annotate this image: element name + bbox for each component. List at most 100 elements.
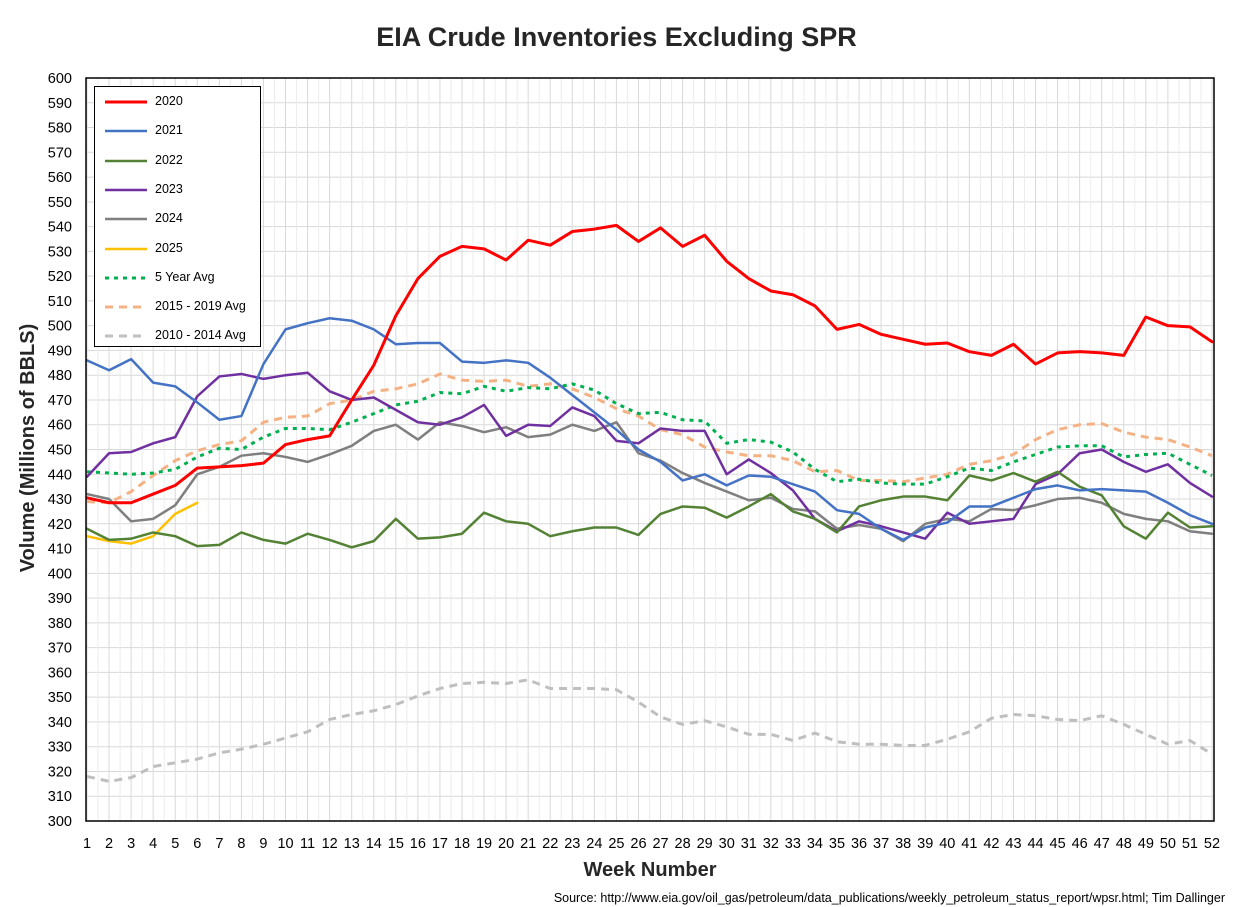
y-tick-label: 530 bbox=[48, 244, 72, 260]
y-tick-label: 450 bbox=[48, 443, 72, 459]
x-tick-label: 52 bbox=[1204, 836, 1220, 852]
y-tick-label: 420 bbox=[48, 517, 72, 533]
legend-swatch bbox=[105, 305, 147, 309]
y-tick-label: 320 bbox=[48, 764, 72, 780]
legend-label: 2021 bbox=[155, 123, 183, 138]
plot-border bbox=[85, 77, 1215, 822]
x-tick-label: 30 bbox=[719, 836, 735, 852]
x-tick-label: 6 bbox=[193, 836, 201, 852]
x-tick-label: 27 bbox=[652, 836, 668, 852]
x-tick-label: 33 bbox=[785, 836, 801, 852]
x-tick-label: 23 bbox=[564, 836, 580, 852]
legend: 2020 2021 2022 2023 2024 2025 5 Year Avg 2015 -… bbox=[94, 86, 261, 347]
x-tick-label: 8 bbox=[237, 836, 245, 852]
legend-item: 5 Year Avg bbox=[95, 268, 260, 288]
legend-item: 2024 bbox=[95, 209, 260, 229]
x-tick-label: 25 bbox=[608, 836, 624, 852]
x-tick-label: 2 bbox=[105, 836, 113, 852]
x-axis-label: Week Number bbox=[583, 859, 717, 881]
y-tick-label: 470 bbox=[48, 393, 72, 409]
legend-swatch bbox=[105, 334, 147, 338]
y-tick-label: 510 bbox=[48, 294, 72, 310]
y-tick-label: 500 bbox=[48, 319, 72, 335]
y-tick-label: 460 bbox=[48, 418, 72, 434]
x-tick-label: 51 bbox=[1182, 836, 1198, 852]
y-tick-label: 410 bbox=[48, 542, 72, 558]
legend-swatch bbox=[105, 100, 147, 104]
series-line-2021 bbox=[85, 316, 1214, 542]
legend-swatch bbox=[105, 276, 147, 280]
x-tick-label: 1 bbox=[83, 836, 91, 852]
x-tick-label: 20 bbox=[498, 836, 514, 852]
y-tick-label: 380 bbox=[48, 616, 72, 632]
legend-swatch bbox=[105, 130, 147, 133]
legend-label: 2015 - 2019 Avg bbox=[155, 299, 246, 314]
x-tick-label: 50 bbox=[1160, 836, 1176, 852]
y-tick-label: 440 bbox=[48, 467, 72, 483]
legend-item: 2023 bbox=[95, 180, 260, 200]
y-tick-label: 370 bbox=[48, 641, 72, 657]
y-tick-label: 360 bbox=[48, 665, 72, 681]
x-tick-label: 35 bbox=[829, 836, 845, 852]
legend-item: 2025 bbox=[95, 239, 260, 259]
x-tick-label: 11 bbox=[300, 836, 315, 852]
y-tick-label: 600 bbox=[48, 71, 72, 87]
x-tick-label: 29 bbox=[697, 836, 713, 852]
series-lines bbox=[85, 223, 1214, 783]
series-line-2015---2019-avg bbox=[86, 372, 1213, 505]
y-tick-label: 490 bbox=[48, 343, 72, 359]
x-tick-label: 28 bbox=[675, 836, 691, 852]
legend-swatch bbox=[105, 159, 147, 162]
x-tick-label: 13 bbox=[344, 836, 360, 852]
y-tick-label: 540 bbox=[48, 220, 72, 236]
legend-item: 2010 - 2014 Avg bbox=[95, 326, 260, 346]
x-tick-label: 39 bbox=[917, 836, 933, 852]
x-tick-label: 24 bbox=[586, 836, 602, 852]
legend-swatch bbox=[105, 247, 147, 250]
y-tick-label: 300 bbox=[48, 814, 72, 830]
y-tick-label: 330 bbox=[48, 740, 72, 756]
x-tick-label: 15 bbox=[388, 836, 404, 852]
legend-swatch bbox=[105, 217, 147, 221]
x-tick-label: 42 bbox=[983, 836, 999, 852]
legend-item: 2021 bbox=[95, 121, 260, 141]
x-tick-label: 31 bbox=[741, 836, 757, 852]
x-tick-label: 5 bbox=[171, 836, 179, 852]
x-tick-label: 40 bbox=[939, 836, 955, 852]
series-line-5-year-avg bbox=[86, 382, 1213, 486]
y-tick-labels: 300 310 320 330 340 350 360 370 380 390 400 410 420 4… bbox=[48, 71, 72, 830]
x-tick-label: 4 bbox=[149, 836, 157, 852]
x-tick-label: 44 bbox=[1027, 836, 1043, 852]
y-tick-label: 570 bbox=[48, 145, 72, 161]
x-tick-label: 41 bbox=[961, 836, 977, 852]
x-tick-label: 34 bbox=[807, 836, 823, 852]
x-tick-label: 17 bbox=[432, 836, 448, 852]
x-tick-label: 14 bbox=[366, 836, 382, 852]
x-tick-label: 18 bbox=[454, 836, 470, 852]
y-tick-label: 400 bbox=[48, 566, 72, 582]
y-tick-label: 560 bbox=[48, 170, 72, 186]
legend-label: 2010 - 2014 Avg bbox=[155, 328, 246, 343]
x-tick-label: 36 bbox=[851, 836, 867, 852]
x-tick-label: 45 bbox=[1050, 836, 1066, 852]
series-line-2023 bbox=[85, 371, 1214, 540]
x-tick-label: 32 bbox=[763, 836, 779, 852]
y-tick-label: 390 bbox=[48, 591, 72, 607]
legend-label: 2025 bbox=[155, 240, 183, 255]
x-tick-label: 38 bbox=[895, 836, 911, 852]
legend-item: 2020 bbox=[95, 92, 260, 112]
chart-title: EIA Crude Inventories Excluding SPR bbox=[376, 22, 857, 52]
x-tick-label: 21 bbox=[520, 836, 536, 852]
legend-label: 5 Year Avg bbox=[155, 269, 215, 284]
x-tick-label: 47 bbox=[1094, 836, 1110, 852]
y-tick-label: 550 bbox=[48, 195, 72, 211]
x-tick-label: 19 bbox=[476, 836, 492, 852]
y-tick-label: 580 bbox=[48, 121, 72, 137]
x-tick-label: 43 bbox=[1005, 836, 1021, 852]
y-tick-label: 340 bbox=[48, 715, 72, 731]
x-tick-label: 48 bbox=[1116, 836, 1132, 852]
x-tick-label: 12 bbox=[322, 836, 338, 852]
x-tick-label: 7 bbox=[215, 836, 223, 852]
x-tick-label: 46 bbox=[1072, 836, 1088, 852]
